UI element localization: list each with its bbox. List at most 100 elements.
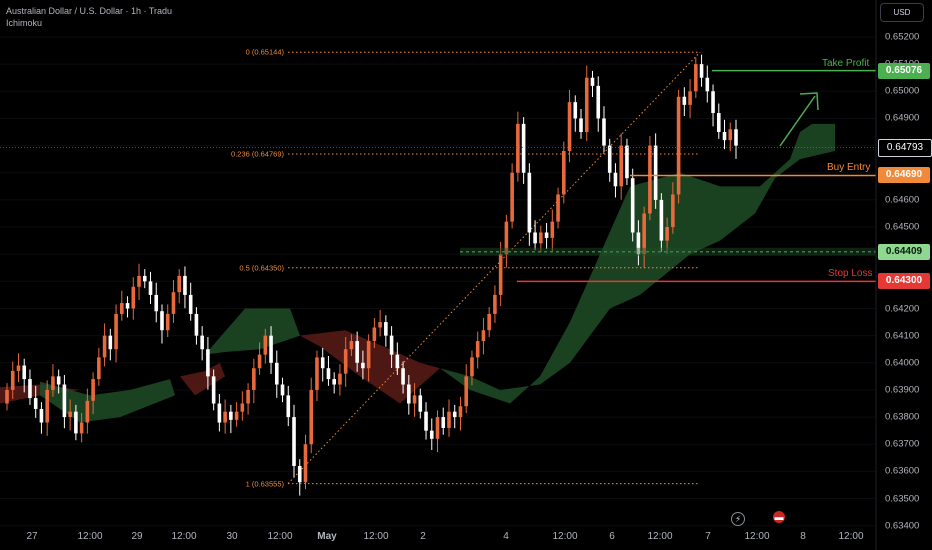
symbol-title[interactable]: Australian Dollar / U.S. Dollar · 1h · T…: [6, 6, 173, 16]
fib-level-label: 0 (0.65144): [245, 47, 284, 57]
candle-body: [217, 403, 222, 423]
candle-body: [194, 313, 199, 336]
candle-body: [556, 194, 560, 222]
y-tick-label: 0.64500: [885, 221, 920, 233]
candle-body: [699, 64, 704, 78]
candle-body: [200, 335, 204, 350]
candle-body: [22, 365, 27, 380]
candle-body: [33, 398, 38, 409]
level-price-label: 0.64409: [878, 243, 930, 260]
candle-body: [510, 172, 514, 222]
y-tick-label: 0.63400: [885, 520, 920, 532]
candle-body: [452, 411, 457, 418]
candle-body: [165, 313, 170, 331]
y-tick-label: 0.63600: [885, 465, 920, 477]
x-tick-label: 2: [420, 531, 426, 542]
candle-body: [567, 102, 572, 152]
candle-body: [533, 232, 537, 244]
candle-body: [378, 322, 382, 328]
level-price-label: 0.65076: [878, 62, 930, 79]
candle-body: [694, 64, 698, 92]
x-tick-label: 12:00: [77, 531, 103, 542]
currency-button[interactable]: USD: [880, 3, 924, 22]
candle-body: [315, 357, 319, 390]
candle-body: [659, 199, 664, 241]
x-tick-label: 12:00: [552, 531, 578, 542]
candle-body: [722, 132, 727, 141]
y-tick-label: 0.63900: [885, 384, 920, 396]
candle-body: [734, 129, 738, 146]
candle-body: [286, 395, 291, 418]
candle-body: [407, 384, 411, 404]
candle-body: [320, 357, 325, 369]
x-tick-label: 12:00: [838, 531, 864, 542]
candle-body: [516, 123, 520, 173]
candle-body: [280, 384, 285, 396]
candle-body: [137, 275, 141, 287]
candle-body: [642, 213, 646, 255]
candle-body: [435, 417, 440, 439]
indicator-label[interactable]: Ichimoku: [6, 18, 43, 28]
candle-body: [521, 123, 526, 173]
lightning-icon[interactable]: ⚡: [731, 512, 745, 526]
candle-body: [539, 232, 543, 244]
arrow-shaft: [779, 95, 816, 147]
candle-body: [309, 389, 314, 445]
y-tick-label: 0.64000: [885, 357, 920, 369]
x-tick-label: 27: [26, 531, 38, 542]
x-tick-label: 6: [609, 531, 615, 542]
level-price-label: 0.64300: [878, 273, 930, 290]
cloud-segment: [205, 308, 300, 355]
x-tick-label: 30: [226, 531, 238, 542]
candle-body: [401, 368, 405, 385]
x-tick-label: 12:00: [647, 531, 673, 542]
candle-body: [39, 408, 44, 423]
flag-icon[interactable]: ▬: [773, 511, 785, 523]
x-tick-label: 12:00: [744, 531, 770, 542]
candle-body: [120, 303, 124, 314]
candle-body: [682, 96, 687, 105]
candle-body: [62, 384, 67, 418]
candle-body: [223, 411, 227, 423]
candle-body: [625, 145, 629, 179]
candle-body: [183, 275, 187, 295]
x-tick-label: 12:00: [363, 531, 389, 542]
candle-body: [429, 430, 434, 439]
x-tick-label: 8: [800, 531, 806, 542]
candle-body: [458, 406, 463, 418]
candle-body: [91, 379, 95, 401]
arrow-head: [799, 92, 819, 111]
y-tick-label: 0.64100: [885, 330, 920, 342]
candle-body: [74, 411, 78, 434]
current-price-label: 0.64793: [878, 138, 932, 157]
candle-body: [561, 151, 566, 195]
candle-body: [269, 335, 273, 363]
candle-body: [481, 330, 486, 342]
candle-body: [447, 411, 451, 428]
candle-body: [372, 327, 377, 342]
candle-body: [240, 403, 245, 412]
candle-body: [5, 389, 9, 404]
candle-body: [653, 145, 658, 200]
candle-body: [246, 389, 250, 404]
candle-body: [636, 232, 641, 255]
candle-body: [16, 365, 21, 371]
x-tick-label: 4: [503, 531, 509, 542]
entry-zone: [460, 247, 876, 256]
candle-body: [160, 311, 164, 331]
y-tick-label: 0.63800: [885, 411, 920, 423]
candle-body: [424, 411, 428, 431]
candle-body: [97, 357, 101, 380]
fib-level-label: 0.5 (0.64350): [239, 263, 284, 273]
candle-body: [349, 341, 354, 350]
y-tick-label: 0.64200: [885, 303, 920, 314]
candle-body: [550, 221, 555, 238]
candle-body: [498, 254, 503, 295]
candle-body: [527, 172, 532, 233]
fib-level-label: 1 (0.63555): [245, 479, 284, 489]
level-tag: Take Profit: [822, 57, 870, 69]
candle-body: [154, 294, 159, 312]
candle-body: [613, 172, 618, 187]
candle-body: [504, 221, 509, 255]
